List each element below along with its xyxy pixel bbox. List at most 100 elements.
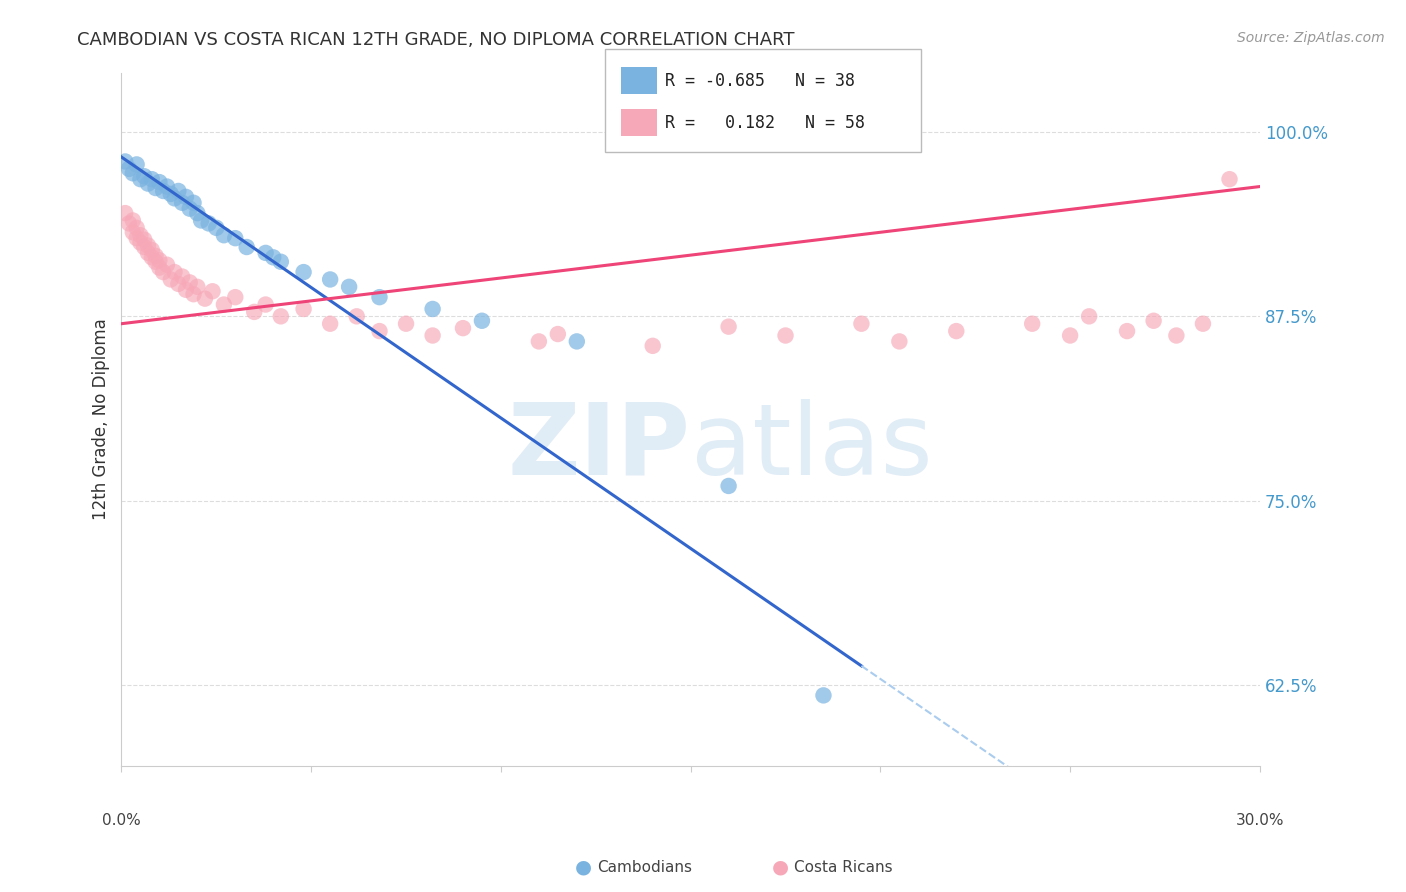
Point bbox=[717, 479, 740, 493]
Text: Cambodians: Cambodians bbox=[598, 860, 693, 874]
Text: ZIP: ZIP bbox=[508, 399, 690, 496]
Point bbox=[395, 317, 418, 331]
Point bbox=[148, 175, 170, 189]
Point bbox=[319, 317, 342, 331]
Point bbox=[212, 297, 235, 311]
Point bbox=[141, 172, 163, 186]
Point bbox=[292, 265, 315, 279]
Point bbox=[167, 184, 190, 198]
Y-axis label: 12th Grade, No Diploma: 12th Grade, No Diploma bbox=[93, 318, 110, 520]
Point bbox=[186, 280, 208, 294]
Point bbox=[194, 292, 217, 306]
Point bbox=[129, 172, 152, 186]
Point bbox=[1218, 172, 1240, 186]
Text: atlas: atlas bbox=[690, 399, 932, 496]
Point bbox=[292, 301, 315, 316]
Point bbox=[129, 228, 152, 243]
Point bbox=[1116, 324, 1139, 338]
Point bbox=[190, 213, 212, 227]
Point bbox=[337, 280, 360, 294]
Point bbox=[134, 240, 156, 254]
Point bbox=[1166, 328, 1188, 343]
Point bbox=[136, 177, 159, 191]
Point bbox=[254, 297, 277, 311]
Point bbox=[136, 238, 159, 252]
Point bbox=[422, 328, 444, 343]
Point bbox=[118, 161, 141, 176]
Point bbox=[201, 285, 224, 299]
Point bbox=[148, 260, 170, 275]
Point bbox=[717, 319, 740, 334]
Point bbox=[134, 169, 156, 184]
Point bbox=[148, 253, 170, 268]
Point bbox=[183, 195, 205, 210]
Point bbox=[167, 277, 190, 291]
Point bbox=[422, 301, 444, 316]
Point bbox=[145, 181, 167, 195]
Point bbox=[174, 283, 197, 297]
Point bbox=[212, 228, 235, 243]
Point bbox=[368, 324, 391, 338]
Point bbox=[1142, 314, 1164, 328]
Point bbox=[125, 231, 148, 245]
Text: 0.0%: 0.0% bbox=[103, 814, 141, 829]
Point bbox=[121, 225, 143, 239]
Point bbox=[197, 216, 219, 230]
Point bbox=[243, 305, 266, 319]
Point bbox=[163, 265, 186, 279]
Point bbox=[145, 254, 167, 268]
Point bbox=[129, 235, 152, 250]
Point bbox=[368, 290, 391, 304]
Point bbox=[141, 243, 163, 257]
Point bbox=[235, 240, 257, 254]
Point bbox=[186, 206, 208, 220]
Point bbox=[136, 246, 159, 260]
Point bbox=[641, 339, 664, 353]
Point bbox=[172, 195, 194, 210]
Point bbox=[183, 287, 205, 301]
Point bbox=[451, 321, 474, 335]
Point bbox=[152, 184, 174, 198]
Text: CAMBODIAN VS COSTA RICAN 12TH GRADE, NO DIPLOMA CORRELATION CHART: CAMBODIAN VS COSTA RICAN 12TH GRADE, NO … bbox=[77, 31, 794, 49]
Point bbox=[118, 216, 141, 230]
Point bbox=[471, 314, 494, 328]
Point bbox=[205, 220, 228, 235]
Point bbox=[156, 179, 179, 194]
Text: R =   0.182   N = 58: R = 0.182 N = 58 bbox=[665, 114, 865, 132]
Point bbox=[1021, 317, 1043, 331]
Point bbox=[565, 334, 588, 349]
Point bbox=[121, 166, 143, 180]
Point bbox=[1192, 317, 1215, 331]
Text: Costa Ricans: Costa Ricans bbox=[794, 860, 893, 874]
Text: ●: ● bbox=[575, 857, 592, 877]
Point bbox=[156, 258, 179, 272]
Point bbox=[889, 334, 911, 349]
Point bbox=[121, 213, 143, 227]
Point bbox=[270, 254, 292, 268]
Point bbox=[141, 250, 163, 264]
Point bbox=[159, 272, 181, 286]
Point bbox=[945, 324, 967, 338]
Point bbox=[152, 265, 174, 279]
Point bbox=[775, 328, 797, 343]
Point bbox=[134, 233, 156, 247]
Point bbox=[179, 202, 201, 216]
Point bbox=[174, 190, 197, 204]
Text: Source: ZipAtlas.com: Source: ZipAtlas.com bbox=[1237, 31, 1385, 45]
Point bbox=[125, 220, 148, 235]
Point bbox=[172, 269, 194, 284]
Point bbox=[145, 249, 167, 263]
Point bbox=[262, 250, 284, 264]
Point bbox=[1078, 310, 1101, 324]
Point bbox=[125, 157, 148, 171]
Point bbox=[114, 206, 136, 220]
Point bbox=[159, 186, 181, 201]
Text: R = -0.685   N = 38: R = -0.685 N = 38 bbox=[665, 71, 855, 89]
Point bbox=[851, 317, 873, 331]
Point bbox=[179, 276, 201, 290]
Point bbox=[319, 272, 342, 286]
Point bbox=[1059, 328, 1081, 343]
Point bbox=[527, 334, 550, 349]
Point bbox=[547, 326, 569, 341]
Point bbox=[254, 246, 277, 260]
